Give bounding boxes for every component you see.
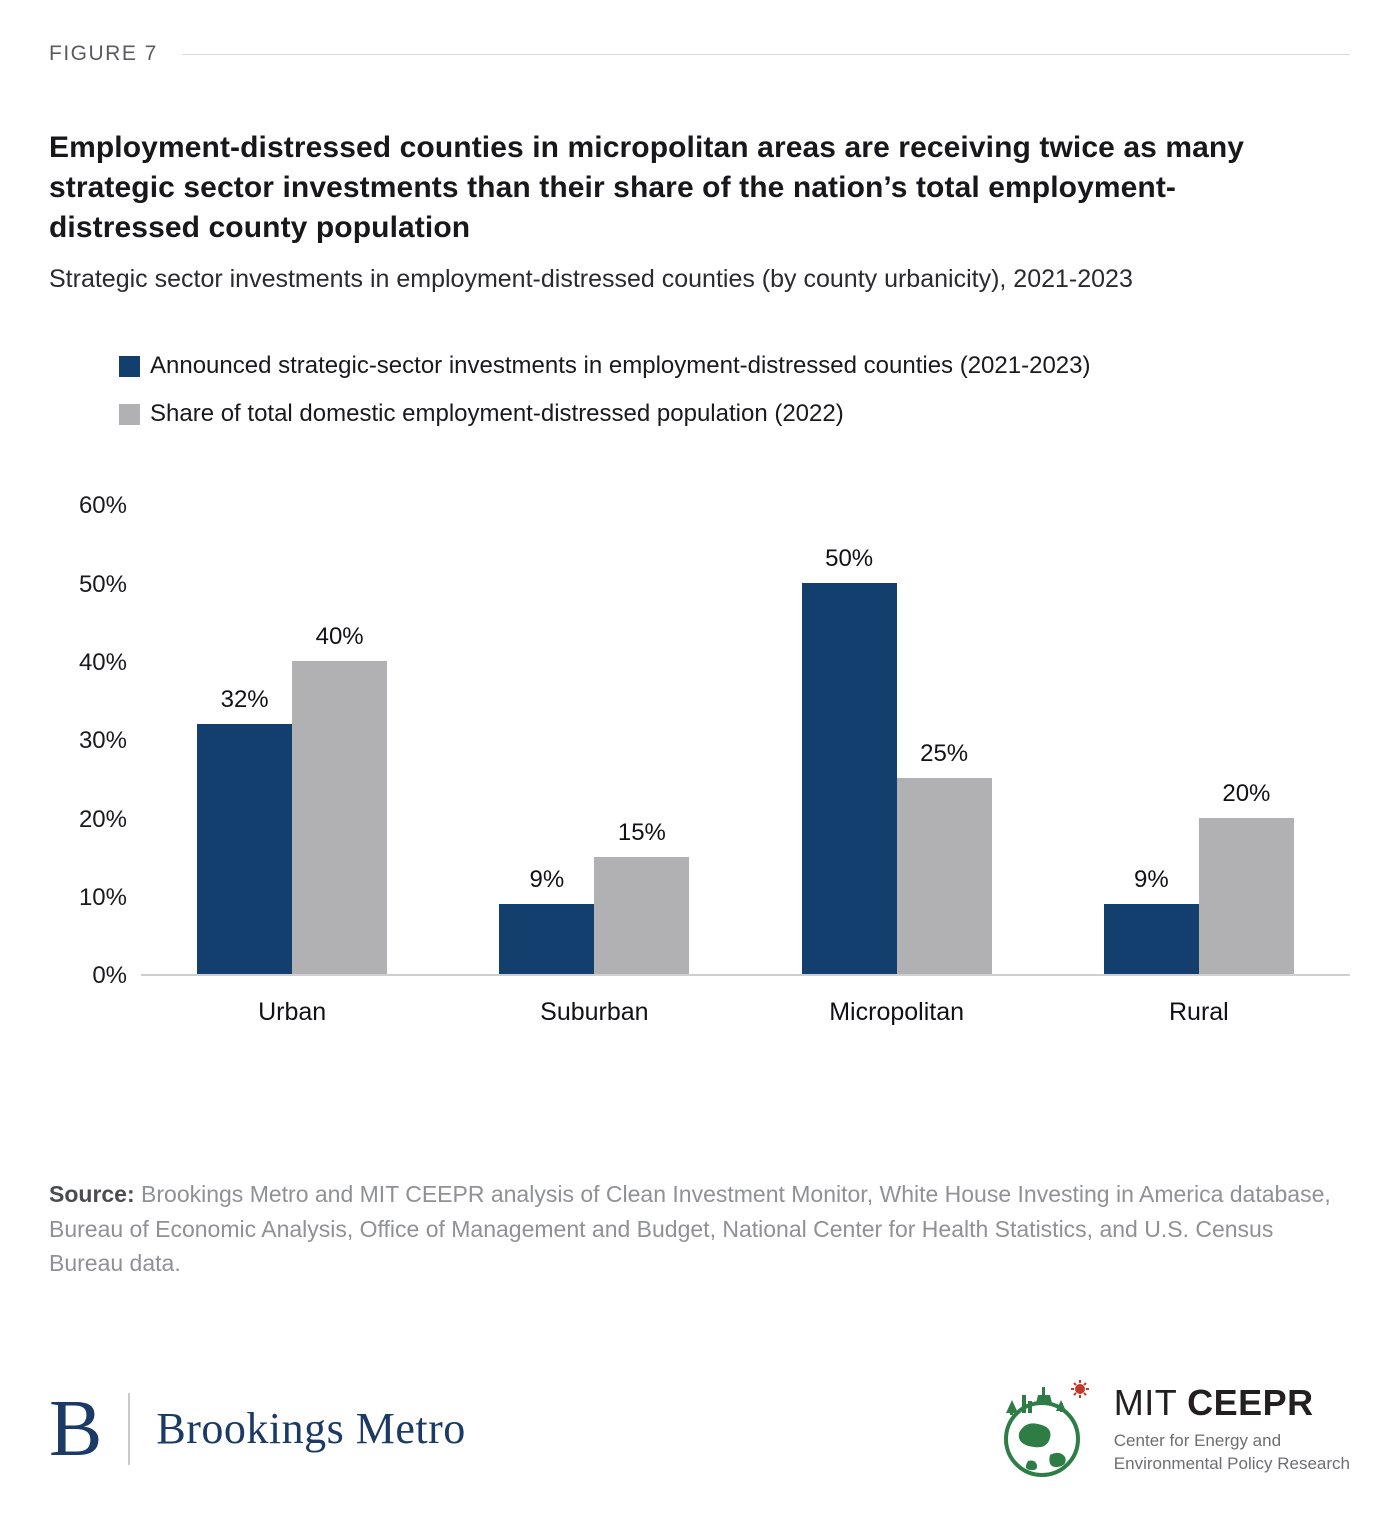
category-labels: Urban Suburban Micropolitan Rural <box>141 998 1350 1027</box>
bar-population-suburban <box>594 856 690 975</box>
bar-population-urban <box>292 660 388 975</box>
bar-value-label: 20% <box>1222 779 1271 807</box>
legend-item-investments: Announced strategic-sector investments i… <box>119 352 1350 380</box>
bar-value-label: 50% <box>825 544 874 572</box>
y-axis-label: 20% <box>78 805 127 833</box>
bar-value-label: 32% <box>220 685 269 713</box>
brookings-logo: B Brookings Metro <box>49 1389 466 1469</box>
plot-wrap: 32% 40% 9% 15% 50% 25% 9% 20% Urban Suburban Micr… <box>141 506 1350 1027</box>
ceepr-wordmark: MIT CEEPR <box>1114 1382 1350 1424</box>
y-axis-label: 40% <box>78 648 127 676</box>
globe-icon <box>1003 1379 1089 1477</box>
chart-subtitle: Strategic sector investments in employme… <box>49 264 1133 293</box>
y-axis: 60% 50% 40% 30% 20% 10% 0% <box>49 492 141 989</box>
brookings-divider <box>128 1392 131 1465</box>
bar-column: 15% <box>594 818 690 975</box>
bar-investments-rural <box>1103 903 1199 975</box>
ceepr-tagline-line1: Center for Energy and <box>1113 1430 1282 1450</box>
category-label-rural: Rural <box>1169 998 1229 1027</box>
category-label-suburban: Suburban <box>540 998 649 1027</box>
footer: B Brookings Metro <box>49 1377 1350 1481</box>
source-note: Source: Brookings Metro and MIT CEEPR an… <box>49 1177 1350 1281</box>
ceepr-org-bold: CEEPR <box>1187 1381 1314 1423</box>
ceepr-org: MIT <box>1113 1381 1188 1423</box>
ceepr-text: MIT CEEPR Center for Energy and Environm… <box>1114 1382 1350 1476</box>
mit-ceepr-logo: MIT CEEPR Center for Energy and Environm… <box>992 1377 1350 1481</box>
category-label-urban: Urban <box>258 998 327 1027</box>
chart-title: Employment-distressed counties in microp… <box>49 131 1245 244</box>
bar-column: 20% <box>1198 779 1294 975</box>
bar-column: 32% <box>197 685 293 975</box>
bar-value-label: 9% <box>1134 865 1169 893</box>
figure-header: FIGURE 7 <box>49 42 1350 66</box>
bar-value-label: 9% <box>529 865 565 893</box>
y-axis-label: 0% <box>92 962 127 990</box>
bar-column: 9% <box>1103 865 1199 975</box>
brookings-wordmark: Brookings Metro <box>156 1404 466 1454</box>
plot-area: 32% 40% 9% 15% 50% 25% 9% 20% <box>141 506 1350 977</box>
legend-item-population: Share of total domestic employment-distr… <box>119 400 1350 428</box>
bar-investments-urban <box>197 723 293 975</box>
ceepr-tagline: Center for Energy and Environmental Poli… <box>1114 1430 1350 1476</box>
bar-column: 50% <box>801 544 897 975</box>
figure-rule <box>181 53 1350 55</box>
y-axis-label: 30% <box>78 727 127 755</box>
y-axis-label: 10% <box>78 883 127 911</box>
y-axis-label: 60% <box>78 492 127 520</box>
bar-column: 9% <box>499 865 595 975</box>
ceepr-tagline-line2: Environmental Policy Research <box>1113 1453 1350 1473</box>
bar-group-urban: 32% 40% <box>141 622 443 975</box>
legend-label: Share of total domestic employment-distr… <box>150 400 844 428</box>
bar-group-suburban: 9% 15% <box>443 819 745 975</box>
figure-label: FIGURE 7 <box>49 42 158 65</box>
bar-investments-micropolitan <box>801 582 897 975</box>
legend-swatch-gray-icon <box>119 403 140 425</box>
category-label-micropolitan: Micropolitan <box>829 998 965 1027</box>
bar-population-rural <box>1198 817 1294 975</box>
bar-chart: 60% 50% 40% 30% 20% 10% 0% 32% 40% 9% 15% 50% 25% 9%… <box>49 492 1350 1027</box>
bar-group-micropolitan: 50% 25% <box>746 545 1048 975</box>
bar-group-rural: 9% 20% <box>1048 780 1350 975</box>
bar-investments-suburban <box>499 903 595 975</box>
brookings-b-icon: B <box>49 1384 103 1473</box>
bar-value-label: 40% <box>315 622 364 650</box>
source-label: Source: <box>49 1181 135 1208</box>
bar-population-micropolitan <box>896 778 992 975</box>
y-axis-label: 50% <box>78 570 127 598</box>
bar-value-label: 15% <box>617 818 666 846</box>
bar-column: 40% <box>292 622 388 975</box>
legend-swatch-blue-icon <box>119 355 140 377</box>
bar-value-label: 25% <box>920 740 969 768</box>
source-text: Brookings Metro and MIT CEEPR analysis o… <box>49 1181 1331 1277</box>
chart-legend: Announced strategic-sector investments i… <box>119 352 1350 428</box>
bar-column: 25% <box>896 740 992 975</box>
legend-label: Announced strategic-sector investments i… <box>150 352 1091 380</box>
